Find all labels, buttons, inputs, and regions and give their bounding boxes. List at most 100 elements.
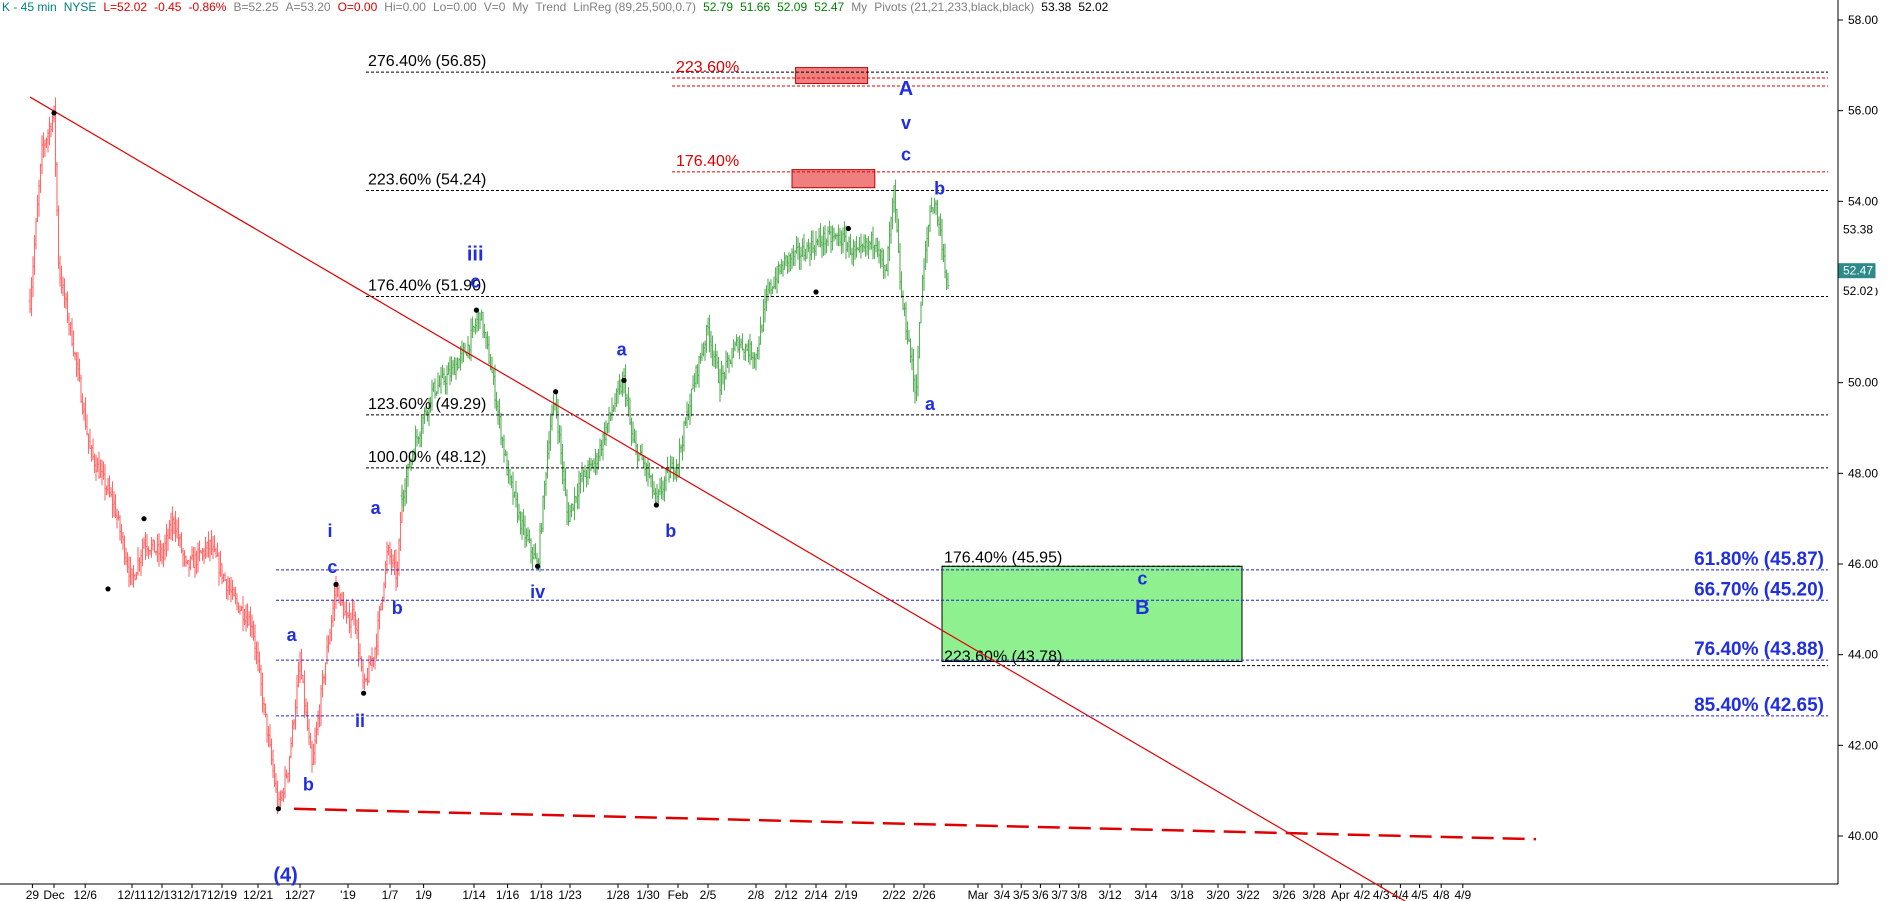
wave-label: v [901, 113, 911, 133]
header-item-15: 51.66 [740, 0, 771, 14]
wave-label: a [925, 394, 936, 414]
x-tick-label: 1/7 [382, 888, 399, 901]
x-tick-label: 12/17 [177, 888, 207, 901]
resistance-box[interactable] [791, 169, 876, 189]
x-tick-label: 2/8 [748, 888, 765, 901]
header-item-8: Hi=0.00 [384, 0, 426, 14]
header-item-3: -0.45 [154, 0, 182, 14]
wave-label: c [470, 271, 480, 291]
y-tick-label: 58.00 [1848, 13, 1878, 27]
y-tick-label: 44.00 [1848, 648, 1878, 662]
x-tick-label: 1/23 [558, 888, 582, 901]
header-item-9: Lo=0.00 [432, 0, 477, 14]
wave-label: A [899, 78, 913, 100]
x-tick-label: Feb [668, 888, 689, 901]
wave-label: i [327, 521, 332, 541]
wave-label: a [617, 339, 628, 359]
pivot-dot [813, 289, 819, 295]
fib-extension-label: 176.40% (51.90) [368, 278, 486, 295]
wave-label: c [327, 557, 337, 577]
fib-extension-label: 223.60% (54.24) [368, 171, 486, 188]
x-tick-label: 2/12 [774, 888, 798, 901]
price-tag-box [1838, 263, 1876, 279]
retracement-label: 76.40% (43.88) [1694, 639, 1824, 660]
header-item-21: 52.02 [1078, 0, 1109, 14]
wave-label: b [934, 179, 945, 199]
target-zone-box[interactable] [941, 565, 1243, 662]
header-item-13: LinReg (89,25,500,0.7) [573, 0, 697, 14]
x-tick-label: 4/3 [1373, 888, 1390, 901]
fib-extension-label: 276.40% (56.85) [368, 53, 486, 70]
wave-label: ii [355, 711, 365, 731]
x-tick-label: 12/6 [74, 888, 98, 901]
y-tick-label: 56.00 [1848, 104, 1878, 118]
x-tick-label: 1/18 [530, 888, 554, 901]
pivot-dot [653, 502, 660, 508]
price-tag-box [1838, 283, 1876, 299]
x-tick-label: 1/30 [636, 888, 660, 901]
x-tick-label: 29 [26, 888, 40, 901]
fib-extension-label: 100.00% (48.12) [368, 449, 486, 466]
resistance-box[interactable] [795, 67, 869, 84]
x-tick-label: 4/4 [1392, 888, 1409, 901]
x-tick-label: 3/7 [1051, 888, 1068, 901]
x-tick-label: 1/14 [462, 888, 486, 901]
wave-label: b [665, 521, 676, 541]
pivot-dot [51, 110, 57, 116]
x-tick-label: 2/22 [882, 888, 906, 901]
target-bottom-label: 223.60% (43.78) [944, 649, 1062, 666]
price-tag-label: 52.02 [1843, 284, 1873, 298]
x-tick-label: 3/26 [1272, 888, 1296, 901]
header-item-4: -0.86% [188, 0, 227, 14]
x-tick-label: 3/6 [1032, 888, 1049, 901]
x-tick-label: 3/8 [1070, 888, 1087, 901]
header-item-20: 53.38 [1041, 0, 1072, 14]
x-tick-label: '19 [340, 888, 356, 901]
header-item-5: B=52.25 [233, 0, 279, 14]
header-item-17: 52.47 [814, 0, 845, 14]
price-tag-label: 53.38 [1843, 222, 1873, 236]
downtrend-line[interactable] [29, 96, 1476, 901]
x-tick-label: 1/16 [496, 888, 520, 901]
x-tick-label: 2/19 [834, 888, 858, 901]
wave-label: b [303, 775, 314, 795]
x-tick-label: 3/5 [1013, 888, 1030, 901]
x-tick-label: 2/5 [700, 888, 717, 901]
header-item-16: 52.09 [777, 0, 808, 14]
y-axis-panel [1838, 0, 1889, 901]
x-tick-label: 3/18 [1170, 888, 1194, 901]
pivot-dot [275, 806, 281, 812]
x-tick-label: 12/19 [207, 888, 237, 901]
x-tick-label: 4/5 [1411, 888, 1428, 901]
x-tick-label: 3/22 [1236, 888, 1260, 901]
wave-label: (4) [273, 864, 297, 886]
y-tick-label: 42.00 [1848, 738, 1878, 752]
pivot-dot [621, 377, 627, 383]
x-tick-label: 3/28 [1302, 888, 1326, 901]
pivot-dot [535, 563, 541, 569]
pivot-dot [333, 581, 339, 588]
x-tick-label: 3/12 [1098, 888, 1122, 901]
pivot-dot [553, 389, 559, 395]
x-tick-label: 12/11 [117, 888, 146, 901]
y-tick-label: 46.00 [1848, 557, 1878, 571]
pivot-dot [361, 690, 367, 696]
wave-label: c [901, 145, 911, 165]
header-item-2: L=52.02 [103, 0, 148, 14]
retracement-label: 85.40% (42.65) [1694, 695, 1824, 716]
header-item-10: V=0 [483, 0, 506, 14]
x-tick-label: Apr [1331, 888, 1350, 901]
header-item-1: NYSE [63, 0, 97, 14]
chart-header: K - 45 min NYSE L=52.02 -0.45 -0.86% B=52.25 A… [2, 0, 1115, 14]
support-line[interactable] [293, 807, 1537, 841]
target-top-label: 176.40% (45.95) [944, 549, 1062, 566]
retracement-label: 61.80% (45.87) [1694, 549, 1824, 570]
header-item-18: My [851, 0, 868, 14]
pivot-dot [473, 307, 479, 313]
header-item-14: 52.79 [703, 0, 734, 14]
price-tag-box [1838, 221, 1876, 237]
x-tick-label: 2/14 [804, 888, 828, 901]
price-tag-label: 52.47 [1843, 264, 1873, 278]
x-tick-label: 4/8 [1433, 888, 1450, 901]
